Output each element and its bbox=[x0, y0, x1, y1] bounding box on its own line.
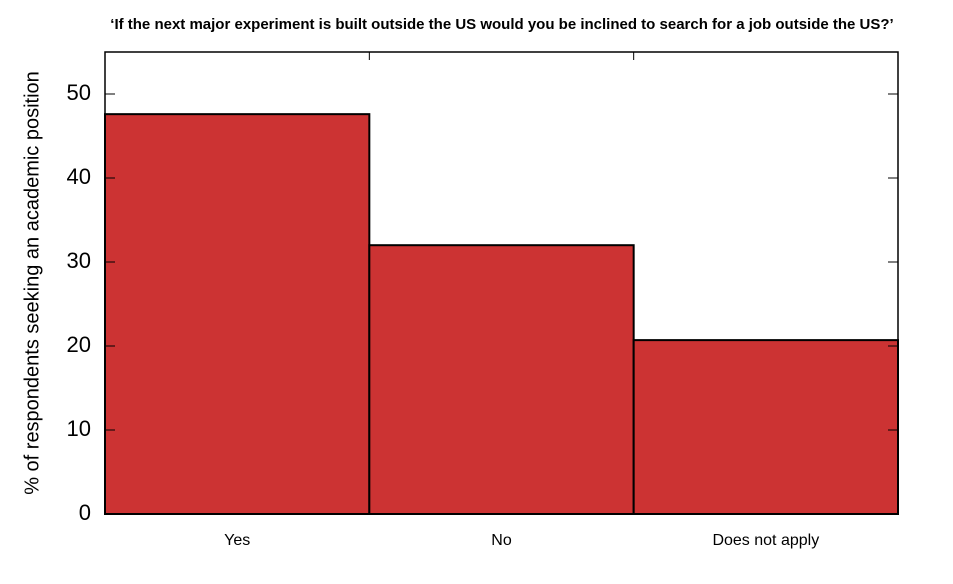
plot-frame bbox=[104, 51, 899, 515]
bar bbox=[632, 339, 900, 515]
y-tick-label: 50 bbox=[67, 80, 91, 105]
chart-title: ‘If the next major experiment is built o… bbox=[110, 16, 893, 33]
y-tick-label: 30 bbox=[67, 248, 91, 273]
y-tick-label: 0 bbox=[79, 500, 91, 525]
bar bbox=[368, 244, 635, 515]
x-tick-label: No bbox=[491, 532, 512, 549]
y-tick-label: 20 bbox=[67, 332, 91, 357]
bar bbox=[104, 113, 371, 515]
y-tick-label: 40 bbox=[67, 164, 91, 189]
x-tick-label: Yes bbox=[224, 532, 250, 549]
y-tick-label: 10 bbox=[67, 416, 91, 441]
y-axis-label: % of respondents seeking an academic pos… bbox=[21, 71, 43, 495]
x-tick-label: Does not apply bbox=[712, 532, 819, 549]
